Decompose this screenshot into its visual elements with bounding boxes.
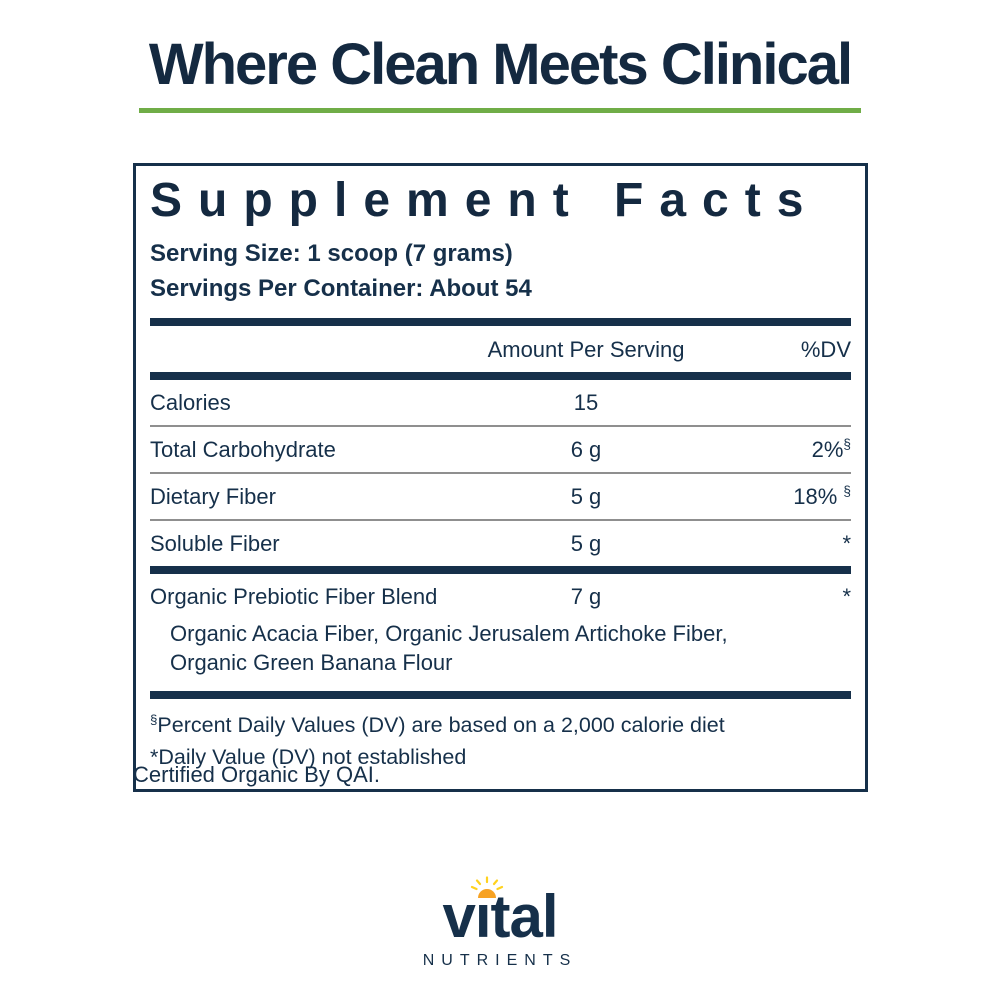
table-row-dietary-fiber: Dietary Fiber 5 g 18% § xyxy=(150,474,851,522)
logo-subtext: NUTRIENTS xyxy=(422,952,578,969)
logo-wordmark-text: vital xyxy=(442,883,558,950)
table-row-soluble-fiber: Soluble Fiber 5 g * xyxy=(150,521,851,566)
dv-value: * xyxy=(842,584,851,610)
table-header-row: Amount Per Serving %DV xyxy=(150,326,851,372)
nutrient-name: Soluble Fiber xyxy=(150,531,280,557)
serving-info: Serving Size: 1 scoop (7 grams) Servings… xyxy=(150,236,851,306)
footnote-dv-not-established: *Daily Value (DV) not established xyxy=(150,741,851,773)
nutrient-amount: 5 g xyxy=(570,484,602,510)
logo-wordmark: vital xyxy=(442,876,559,950)
dv-footnote-mark: § xyxy=(843,437,851,453)
dv-value: 2% xyxy=(811,437,844,463)
nutrient-dv: 2%§ xyxy=(701,438,851,462)
footnote-text: Percent Daily Values (DV) are based on a… xyxy=(157,713,725,738)
footnotes: §Percent Daily Values (DV) are based on … xyxy=(150,699,851,773)
table-row-prebiotic-blend: Organic Prebiotic Fiber Blend 7 g * xyxy=(150,574,851,619)
nutrient-dv: * xyxy=(701,585,851,609)
certified-note: Certified Organic By QAI. xyxy=(133,762,380,787)
thick-divider xyxy=(150,318,851,327)
nutrient-name: Dietary Fiber xyxy=(150,484,276,510)
nutrient-amount: 15 xyxy=(573,390,599,416)
servings-per-container: Servings Per Container: About 54 xyxy=(150,275,532,303)
nutrient-amount: 5 g xyxy=(570,531,602,557)
thick-divider xyxy=(150,691,851,700)
footnote-mark: § xyxy=(150,712,158,728)
column-header-dv: %DV xyxy=(800,337,851,363)
footnote-daily-values: §Percent Daily Values (DV) are based on … xyxy=(150,709,851,741)
blend-ingredients-line: Organic Acacia Fiber, Organic Jerusalem … xyxy=(170,621,728,647)
dv-footnote-mark: § xyxy=(843,484,851,500)
thick-divider xyxy=(150,372,851,381)
brand-logo: vital NUTRIENTS xyxy=(0,876,1000,970)
nutrient-amount: 6 g xyxy=(570,437,602,463)
table-row-calories: Calories 15 xyxy=(150,380,851,428)
nutrient-dv: * xyxy=(701,532,851,556)
table-row-total-carbohydrate: Total Carbohydrate 6 g 2%§ xyxy=(150,427,851,475)
sun-icon xyxy=(471,876,504,898)
green-divider xyxy=(139,108,861,113)
hero-section: Where Clean Meets Clinical xyxy=(0,0,1000,113)
page-title: Where Clean Meets Clinical xyxy=(148,32,853,97)
column-header-amount: Amount Per Serving xyxy=(487,337,685,363)
thick-divider xyxy=(150,566,851,575)
nutrient-dv: 18% § xyxy=(701,485,851,509)
supplement-facts-title: Supplement Facts xyxy=(150,174,820,227)
nutrient-amount: 7 g xyxy=(570,584,602,610)
dv-value: 18% xyxy=(793,484,844,510)
blend-ingredients-line: Organic Green Banana Flour xyxy=(170,650,453,676)
blend-ingredients: Organic Acacia Fiber, Organic Jerusalem … xyxy=(150,619,851,691)
footnote-text: *Daily Value (DV) not established xyxy=(150,745,467,770)
nutrient-name: Organic Prebiotic Fiber Blend xyxy=(150,584,438,610)
nutrient-name: Total Carbohydrate xyxy=(150,437,336,463)
nutrient-name: Calories xyxy=(150,390,231,416)
serving-size: Serving Size: 1 scoop (7 grams) xyxy=(150,240,513,268)
supplement-facts-panel: Supplement Facts Serving Size: 1 scoop (… xyxy=(133,163,868,793)
dv-value: * xyxy=(842,531,851,557)
